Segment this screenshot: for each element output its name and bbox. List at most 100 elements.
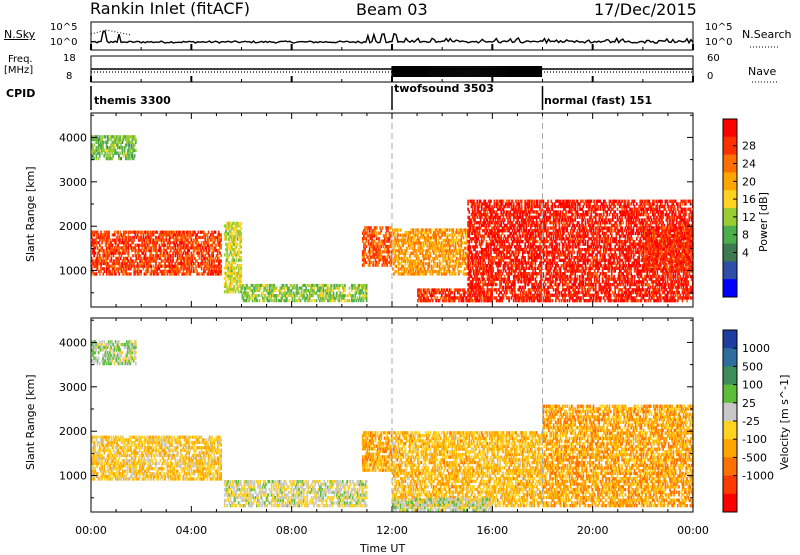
power-echo-cell	[394, 234, 396, 237]
power-echo-cell	[387, 226, 389, 229]
power-echo-cell	[407, 252, 409, 255]
power-echo-cell	[316, 299, 318, 302]
power-echo-cell	[170, 241, 172, 244]
power-echo-cell	[524, 256, 526, 259]
power-echo-cell	[431, 228, 433, 231]
power-echo-cell	[378, 237, 380, 240]
power-echo-cell	[490, 200, 492, 203]
power-echo-cell	[456, 236, 458, 239]
power-echo-cell	[389, 250, 391, 253]
power-echo-cell	[452, 228, 454, 231]
power-echo-cell	[140, 270, 142, 273]
power-echo-cell	[365, 245, 367, 248]
power-echo-cell	[220, 254, 222, 257]
nsearch-series	[91, 30, 131, 35]
power-echo-cell	[259, 299, 261, 302]
power-echo-cell	[330, 284, 332, 287]
power-echo-cell	[156, 231, 158, 234]
power-echo-cell	[101, 135, 103, 138]
power-echo-cell	[119, 135, 121, 138]
power-echo-cell	[199, 272, 201, 275]
power-echo-cell	[521, 200, 523, 203]
power-echo-cell	[132, 254, 134, 257]
power-echo-cell	[472, 299, 474, 302]
power-echo-cell	[311, 299, 313, 302]
power-echo-cell	[476, 245, 478, 248]
power-echo-cell	[352, 294, 354, 297]
power-echo-cell	[240, 222, 242, 225]
nsky-series	[91, 31, 693, 43]
power-echo-cell	[104, 267, 106, 270]
power-echo-cell	[170, 254, 172, 257]
power-echo-cell	[372, 261, 374, 264]
power-echo-cell	[425, 262, 427, 265]
power-echo-cell	[237, 243, 239, 246]
power-echo-cell	[513, 202, 515, 205]
power-echo-cell	[139, 244, 141, 247]
power-echo-cell	[491, 296, 493, 299]
power-echo-cell	[93, 143, 95, 146]
power-echo-cell	[112, 244, 114, 247]
power-echo-cell	[460, 270, 462, 273]
power-echo-cell	[503, 200, 505, 203]
power-echo-cell	[467, 200, 469, 203]
power-echo-cell	[474, 202, 476, 205]
power-echo-cell	[537, 240, 539, 243]
power-echo-cell	[125, 231, 127, 234]
power-echo-cell	[259, 294, 261, 297]
power-echo-cell	[483, 291, 485, 294]
power-echo-cell	[117, 231, 119, 234]
power-echo-cell	[256, 299, 258, 302]
power-echo-cell	[340, 284, 342, 287]
power-echo-cell	[447, 228, 449, 231]
power-echo-cell	[423, 249, 425, 252]
power-echo-cell	[481, 296, 483, 299]
power-echo-cell	[240, 227, 242, 230]
power-echo-cell	[344, 294, 346, 297]
power-echo-cell	[119, 152, 121, 155]
power-echo-cell	[135, 138, 137, 141]
power-echo-cell	[459, 288, 461, 291]
power-echo-cell	[267, 284, 269, 287]
power-echo-cell	[366, 284, 368, 287]
power-echo-cell	[220, 259, 222, 262]
power-echo-cell	[451, 291, 453, 294]
power-echo-cell	[240, 264, 242, 267]
power-echo-cell	[220, 233, 222, 236]
power-echo-cell	[288, 299, 290, 302]
power-echo-cell	[504, 218, 506, 221]
power-echo-cell	[147, 231, 149, 234]
power-echo-cell	[255, 294, 257, 297]
power-echo-cell	[225, 280, 227, 283]
power-echo-cell	[465, 247, 467, 250]
power-echo-cell	[114, 231, 116, 234]
power-echo-cell	[130, 272, 132, 275]
power-echo-cell	[240, 251, 242, 254]
power-echo-cell	[104, 249, 106, 252]
power-echo-cell	[400, 228, 402, 231]
power-echo-cell	[496, 283, 498, 286]
power-echo-cell	[395, 270, 397, 273]
power-echo-cell	[201, 241, 203, 244]
power-echo-cell	[344, 299, 346, 302]
power-echo-cell	[437, 262, 439, 265]
power-echo-cell	[119, 272, 121, 275]
power-echo-cell	[184, 231, 186, 234]
power-echo-cell	[462, 241, 464, 244]
power-echo-cell	[370, 261, 372, 264]
power-echo-cell	[105, 135, 107, 138]
power-echo-cell	[220, 265, 222, 268]
power-echo-cell	[395, 265, 397, 268]
power-echo-cell	[161, 249, 163, 252]
power-echo-cell	[474, 294, 476, 297]
power-echo-cell	[468, 210, 470, 213]
power-echo-cell	[164, 244, 166, 247]
power-echo-cell	[120, 157, 122, 160]
power-echo-cell	[163, 239, 165, 242]
power-echo-cell	[472, 253, 474, 256]
power-echo-cell	[240, 232, 242, 235]
power-echo-cell	[240, 256, 242, 259]
power-echo-cell	[391, 240, 393, 243]
power-echo-cell	[522, 240, 524, 243]
power-echo-cell	[463, 236, 465, 239]
